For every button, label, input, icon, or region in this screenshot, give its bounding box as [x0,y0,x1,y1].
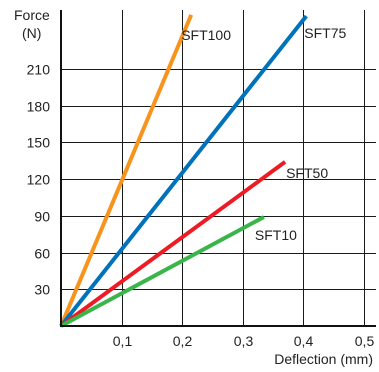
series-label-sft10: SFT10 [255,227,297,243]
grid [61,10,376,326]
series-label-sft100: SFT100 [181,27,231,43]
series-line-sft100 [59,14,194,327]
y-tick-label: 150 [27,135,51,151]
y-tick-label: 90 [34,209,50,225]
x-tick-label: 0,5 [355,333,375,349]
y-axis-title-line2: (N) [22,25,41,41]
x-tick-label: 0,3 [234,333,254,349]
y-tick-label: 120 [27,172,51,188]
series-lines [59,14,308,328]
labels: Force (N) Deflection (mm) 0,1 0,2 0,3 0,4 0,… [14,7,374,367]
x-axis-title: Deflection (mm) [274,351,373,367]
series-label-sft75: SFT75 [304,25,346,41]
y-axis-title-line1: Force [14,7,50,23]
series-line-sft10 [60,215,265,328]
y-tick-label: 210 [27,62,51,78]
axes [60,10,376,327]
y-tick-label: 60 [34,246,50,262]
y-tick-label: 180 [27,99,51,115]
x-tick-label: 0,1 [113,333,133,349]
y-tick-label: 30 [34,282,50,298]
x-tick-label: 0,2 [173,333,193,349]
series-label-sft50: SFT50 [286,165,328,181]
x-tick-label: 0,4 [294,333,314,349]
series-line-sft50 [59,160,287,328]
series-line-sft75 [59,14,308,328]
